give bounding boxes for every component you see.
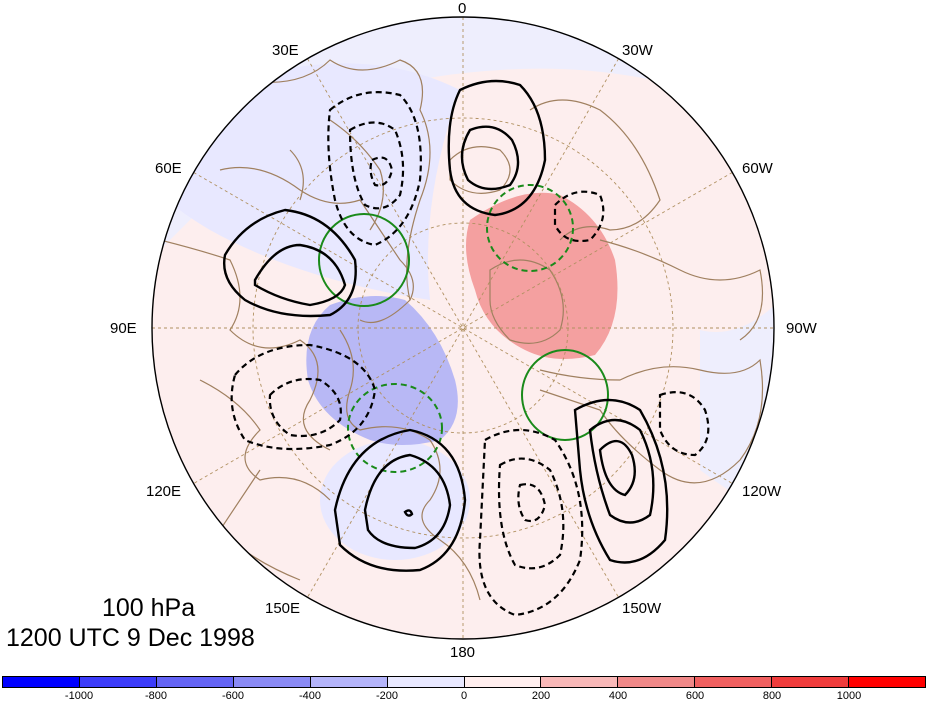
- colorbar-segment: [695, 677, 773, 687]
- colorbar-segment: [849, 677, 926, 687]
- colorbar-tick-label: -200: [375, 690, 399, 702]
- colorbar-segment: [772, 677, 850, 687]
- lon-label-150w: 150W: [622, 600, 662, 617]
- negative-anomaly-shading-lower: [320, 440, 470, 560]
- lon-label-90e: 90E: [110, 320, 137, 337]
- colorbar-tick-label: 600: [685, 690, 705, 702]
- lon-label-60w: 60W: [742, 160, 773, 177]
- colorbar-tick-label: -1000: [64, 690, 94, 702]
- colorbar-tick-label: -800: [144, 690, 168, 702]
- colorbar: [2, 676, 926, 688]
- colorbar-segment: [156, 677, 234, 687]
- lon-label-30w: 30W: [622, 42, 653, 59]
- green-solid-contour: [521, 349, 609, 441]
- lon-label-120w: 120W: [742, 483, 782, 500]
- colorbar-segment: [233, 677, 311, 687]
- lon-label-90w: 90W: [786, 320, 817, 337]
- graticule: [152, 17, 774, 639]
- lon-label-30e: 30E: [272, 42, 299, 59]
- lon-label-120e: 120E: [146, 483, 182, 500]
- green-contours: [318, 184, 609, 473]
- colorbar-segment: [541, 677, 619, 687]
- green-dashed-contour: [486, 184, 574, 272]
- colorbar-segment: [79, 677, 157, 687]
- colorbar-tick-label: 200: [531, 690, 551, 702]
- negative-contours: [230, 91, 710, 617]
- green-solid-contour: [318, 213, 410, 307]
- colorbar-tick-label: -400: [298, 690, 322, 702]
- colorbar-tick-label: 1000: [836, 690, 862, 702]
- lon-label-150e: 150E: [265, 600, 301, 617]
- colorbar-segment: [3, 677, 80, 687]
- lon-label-60e: 60E: [155, 160, 182, 177]
- colorbar-segment: [618, 677, 696, 687]
- colorbar-segment: [387, 677, 465, 687]
- lon-label-180: 180: [450, 644, 476, 661]
- negative-anomaly-blue: [306, 296, 458, 445]
- colorbar-segment: [464, 677, 542, 687]
- positive-contours: [223, 79, 669, 572]
- colorbar-tick-label: 800: [762, 690, 782, 702]
- map-boundary: [151, 16, 775, 640]
- colorbar-tick-label: -600: [221, 690, 245, 702]
- green-dashed-contour: [347, 383, 443, 473]
- colorbar-segment: [310, 677, 388, 687]
- lon-label-0: 0: [458, 0, 467, 17]
- valid-time-title: 1200 UTC 9 Dec 1998: [6, 624, 255, 652]
- pressure-level-title: 100 hPa: [102, 594, 196, 622]
- colorbar-tick-label: 400: [608, 690, 628, 702]
- positive-anomaly-red: [466, 192, 618, 359]
- colorbar-tick-label: 0: [460, 690, 468, 702]
